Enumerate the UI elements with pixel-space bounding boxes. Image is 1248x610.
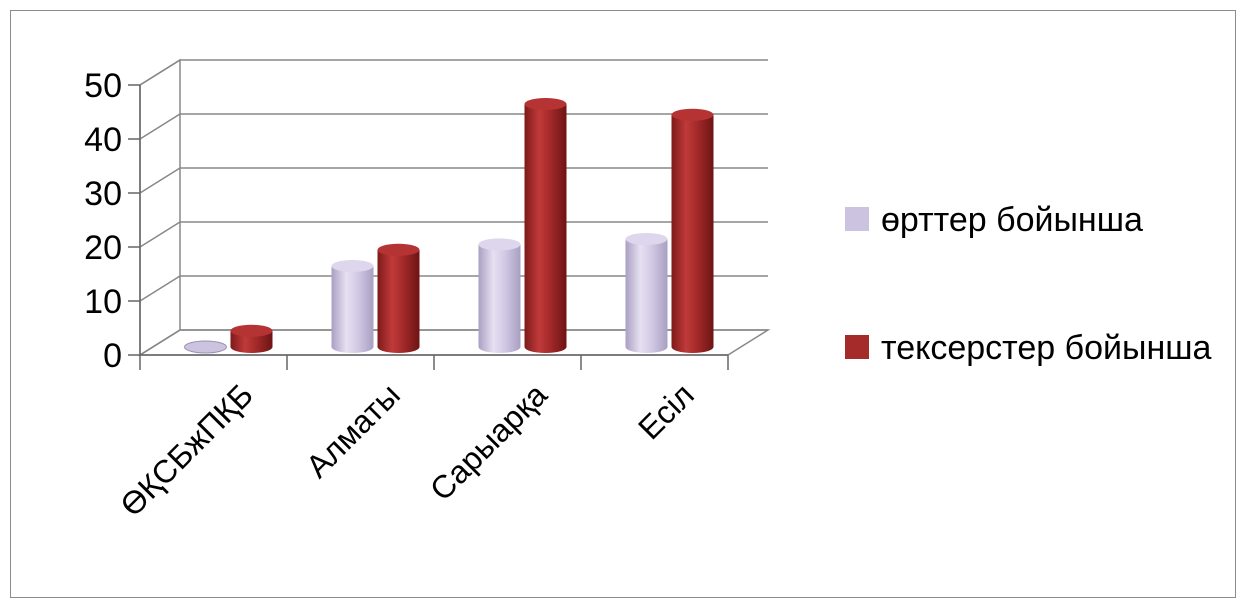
bar — [184, 340, 227, 354]
bar-body — [625, 239, 668, 353]
category-label: Сарыарқа — [423, 376, 554, 507]
bar-cap — [625, 233, 668, 245]
y-tick-label: 40 — [84, 121, 122, 159]
category-labels: ӨҚСБжПҚБ Алматы Сарыарқа Есіл — [113, 376, 701, 523]
category-label: Есіл — [631, 376, 701, 446]
gridline — [139, 59, 768, 86]
bar — [671, 108, 714, 353]
y-tick-label: 50 — [84, 67, 122, 105]
bar — [625, 233, 668, 353]
gridline — [139, 167, 768, 194]
y-tick-label: 30 — [84, 175, 122, 213]
gridline — [139, 275, 768, 302]
bar-body — [524, 104, 567, 353]
bar — [377, 243, 420, 353]
legend-item-inspections: тексерстер бойынша — [845, 323, 1221, 373]
bar-cap — [230, 324, 273, 337]
bar-cap — [671, 108, 714, 121]
bar — [230, 324, 273, 353]
x-axis — [139, 354, 729, 370]
bar-body — [377, 249, 420, 353]
bar-body — [230, 330, 273, 353]
bar-cap — [377, 243, 420, 256]
gridlines — [139, 59, 768, 356]
bar-body — [331, 266, 374, 353]
legend-label: тексерстер бойынша — [881, 329, 1212, 367]
bar — [331, 260, 374, 353]
y-tick-label: 20 — [84, 229, 122, 267]
chart-frame — [10, 10, 1236, 598]
gridline — [139, 113, 768, 140]
y-axis-ticks: 0 10 20 30 40 50 — [84, 67, 141, 375]
legend-swatch-red — [845, 335, 869, 359]
bar — [524, 98, 567, 353]
legend-swatch-lavender — [845, 207, 869, 231]
bar-cap — [331, 260, 374, 272]
bar-cap — [524, 98, 567, 110]
bar — [478, 238, 521, 353]
category-label: ӨҚСБжПҚБ — [113, 376, 260, 523]
legend-label: өрттер бойынша — [881, 201, 1143, 239]
y-tick-label: 0 — [103, 337, 122, 375]
gridline — [139, 329, 768, 356]
side-wall — [139, 58, 181, 357]
bar-body — [671, 114, 714, 353]
category-label: Алматы — [299, 376, 407, 484]
bar-cap — [478, 238, 521, 251]
legend-item-fires: өрттер бойынша — [845, 195, 1221, 245]
gridline — [139, 221, 768, 248]
bar-cap — [184, 340, 227, 354]
y-tick-label: 10 — [84, 283, 122, 321]
bars — [184, 98, 714, 354]
bar-body — [478, 244, 521, 353]
